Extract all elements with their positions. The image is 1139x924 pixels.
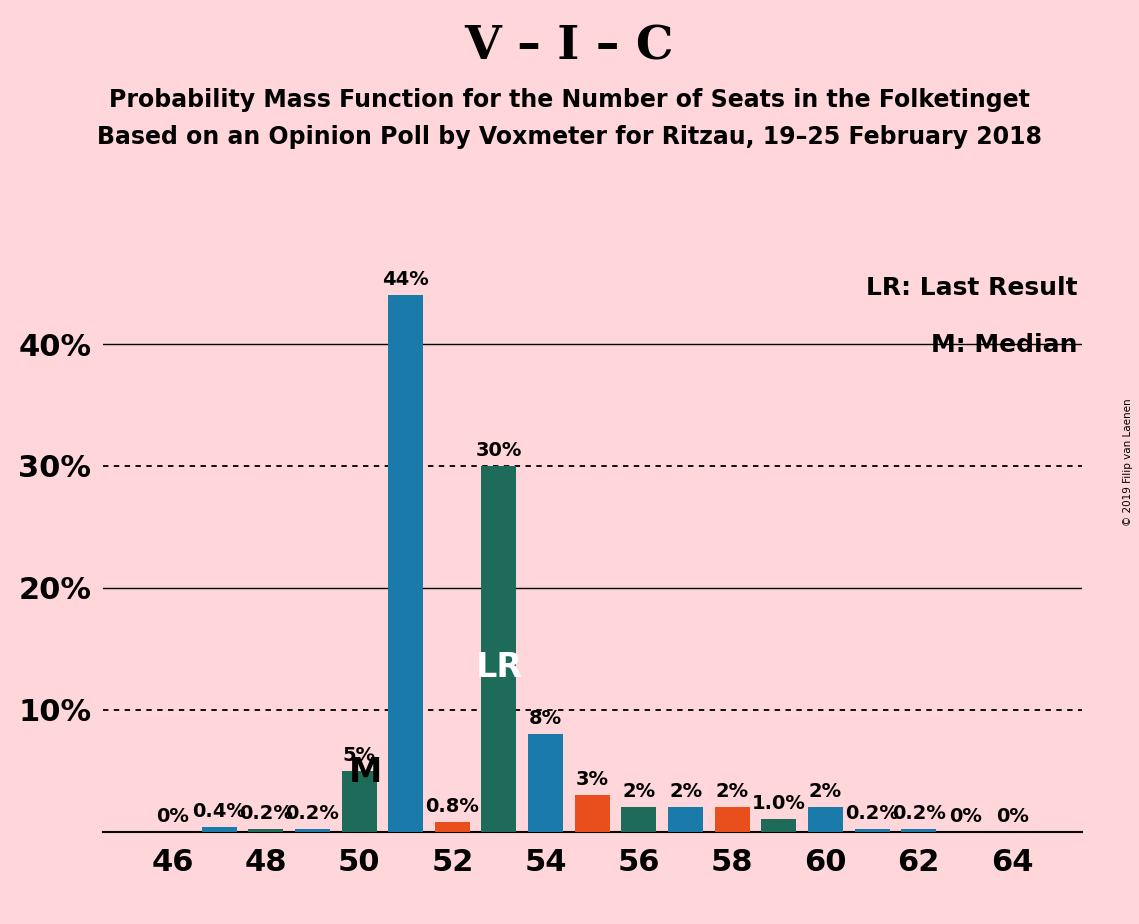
- Text: 0.2%: 0.2%: [892, 804, 945, 823]
- Text: 2%: 2%: [809, 782, 842, 801]
- Bar: [761, 820, 796, 832]
- Text: 0%: 0%: [156, 807, 189, 825]
- Text: 0.2%: 0.2%: [845, 804, 899, 823]
- Text: LR: Last Result: LR: Last Result: [866, 276, 1077, 300]
- Text: M: Median: M: Median: [931, 334, 1077, 358]
- Text: 5%: 5%: [343, 746, 376, 764]
- Bar: [854, 829, 890, 832]
- Bar: [482, 466, 516, 832]
- Bar: [295, 829, 330, 832]
- Bar: [669, 808, 703, 832]
- Bar: [202, 827, 237, 832]
- Text: 0.8%: 0.8%: [425, 796, 480, 816]
- Text: M: M: [350, 756, 383, 789]
- Bar: [435, 821, 469, 832]
- Text: LR: LR: [475, 650, 523, 684]
- Text: 30%: 30%: [476, 441, 522, 460]
- Bar: [388, 296, 424, 832]
- Bar: [575, 795, 609, 832]
- Text: 3%: 3%: [576, 770, 608, 789]
- Text: 0.2%: 0.2%: [286, 804, 339, 823]
- Text: 0.2%: 0.2%: [239, 804, 293, 823]
- Text: © 2019 Filip van Laenen: © 2019 Filip van Laenen: [1123, 398, 1133, 526]
- Text: 8%: 8%: [530, 709, 563, 728]
- Text: Probability Mass Function for the Number of Seats in the Folketinget: Probability Mass Function for the Number…: [109, 88, 1030, 112]
- Bar: [528, 734, 563, 832]
- Text: 0.4%: 0.4%: [192, 802, 246, 821]
- Text: 2%: 2%: [715, 782, 748, 801]
- Bar: [714, 808, 749, 832]
- Bar: [808, 808, 843, 832]
- Text: Based on an Opinion Poll by Voxmeter for Ritzau, 19–25 February 2018: Based on an Opinion Poll by Voxmeter for…: [97, 125, 1042, 149]
- Bar: [901, 829, 936, 832]
- Text: 2%: 2%: [669, 782, 702, 801]
- Bar: [342, 771, 377, 832]
- Text: 1.0%: 1.0%: [752, 795, 805, 813]
- Text: 0%: 0%: [995, 807, 1029, 825]
- Text: V – I – C: V – I – C: [465, 23, 674, 69]
- Bar: [248, 829, 284, 832]
- Text: 2%: 2%: [622, 782, 655, 801]
- Text: 44%: 44%: [383, 270, 429, 289]
- Bar: [622, 808, 656, 832]
- Text: 0%: 0%: [949, 807, 982, 825]
